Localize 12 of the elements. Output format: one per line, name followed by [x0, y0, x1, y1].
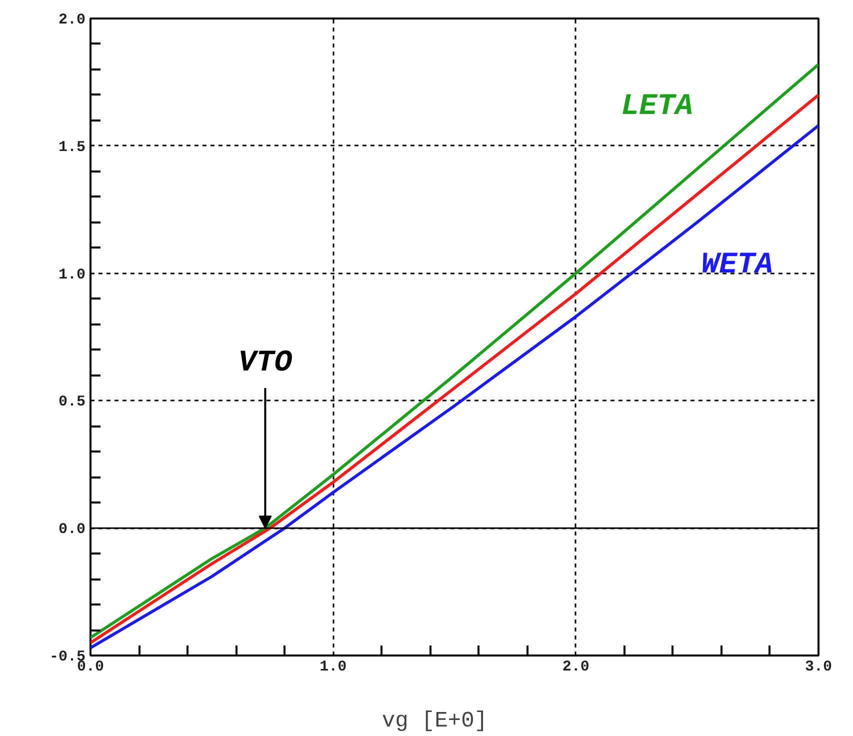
- y-tick-label: 2.0: [58, 12, 86, 28]
- x-axis-title: vg [E+0]: [382, 708, 488, 734]
- series-label: LETA: [621, 90, 694, 124]
- x-tick-label: 1.0: [320, 658, 347, 676]
- y-tick-label: 0.0: [58, 521, 86, 538]
- y-tick-label: 1.0: [58, 266, 86, 284]
- annotation: VTO: [238, 346, 292, 380]
- series-label: WETA: [701, 248, 774, 282]
- x-tick-label: 2.0: [562, 658, 590, 676]
- x-tick-label: 3.0: [805, 658, 832, 676]
- y-tick-label: 0.5: [58, 394, 86, 411]
- y-tick-label: 1.5: [58, 138, 86, 156]
